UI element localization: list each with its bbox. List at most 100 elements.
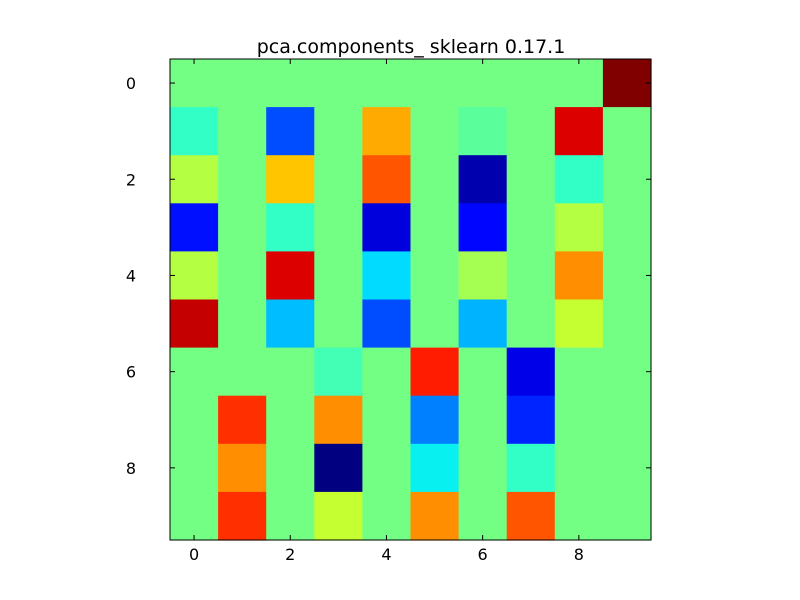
x-tick-label: 4 xyxy=(381,545,391,564)
heatmap-cell xyxy=(314,203,363,252)
x-tick-label: 8 xyxy=(574,545,584,564)
heatmap-cell xyxy=(410,59,460,108)
heatmap-cell xyxy=(218,443,267,493)
heatmap-cell xyxy=(410,299,460,349)
heatmap-cell xyxy=(266,155,315,204)
heatmap-cell xyxy=(362,251,412,301)
heatmap-cell xyxy=(314,107,363,156)
heatmap-cell xyxy=(458,347,508,397)
heatmap-cell xyxy=(458,251,508,301)
heatmap-cell xyxy=(554,59,604,108)
heatmap-cell xyxy=(314,395,363,445)
heatmap-cell xyxy=(362,347,412,397)
chart-title: pca.components_ sklearn 0.17.1 xyxy=(257,36,566,58)
heatmap-cell xyxy=(506,155,556,204)
heatmap-cell xyxy=(458,203,508,252)
heatmap-cell xyxy=(506,491,556,541)
heatmap-cell xyxy=(506,107,556,156)
heatmap-cell xyxy=(362,443,412,493)
heatmap-cell xyxy=(266,203,315,252)
heatmap-cell xyxy=(218,395,267,445)
heatmap-cell xyxy=(554,395,604,445)
heatmap-cell xyxy=(266,299,315,349)
heatmap-cell xyxy=(266,491,315,541)
heatmap-cell xyxy=(266,395,315,445)
heatmap-cell xyxy=(314,59,363,108)
heatmap-cell xyxy=(170,251,219,301)
heatmap-cell xyxy=(554,155,604,204)
heatmap-cell xyxy=(602,395,652,445)
heatmap-cells xyxy=(170,59,652,541)
heatmap-cell xyxy=(362,155,412,204)
heatmap-cell xyxy=(554,107,604,156)
heatmap-cell xyxy=(410,395,460,445)
heatmap-cell xyxy=(602,155,652,204)
y-tick-label: 2 xyxy=(126,170,136,189)
heatmap-cell xyxy=(218,491,267,541)
heatmap-cell xyxy=(410,107,460,156)
y-tick-label: 4 xyxy=(126,266,136,285)
heatmap-cell xyxy=(602,107,652,156)
heatmap-cell xyxy=(458,107,508,156)
heatmap-cell xyxy=(362,299,412,349)
heatmap-cell xyxy=(506,203,556,252)
heatmap-cell xyxy=(602,347,652,397)
heatmap-cell xyxy=(554,347,604,397)
heatmap-cell xyxy=(506,443,556,493)
heatmap-cell xyxy=(314,347,363,397)
x-tick-label: 6 xyxy=(478,545,488,564)
heatmap-cell xyxy=(410,491,460,541)
heatmap-cell xyxy=(266,251,315,301)
heatmap-cell xyxy=(554,251,604,301)
axis-ticks: 0 2 4 6 8 0 2 4 6 8 xyxy=(126,59,651,564)
heatmap-cell xyxy=(266,59,315,108)
heatmap-cell xyxy=(458,299,508,349)
heatmap-cell xyxy=(506,59,556,108)
heatmap-cell xyxy=(410,251,460,301)
heatmap-cell xyxy=(602,59,652,108)
heatmap-cell xyxy=(218,155,267,204)
heatmap-cell xyxy=(170,347,219,397)
y-tick-label: 0 xyxy=(126,74,136,93)
heatmap-cell xyxy=(506,395,556,445)
heatmap-cell xyxy=(314,155,363,204)
heatmap-cell xyxy=(602,299,652,349)
heatmap-cell xyxy=(602,491,652,541)
heatmap-cell xyxy=(554,443,604,493)
heatmap-cell xyxy=(218,347,267,397)
heatmap-cell xyxy=(362,59,412,108)
heatmap-cell xyxy=(410,347,460,397)
heatmap-cell xyxy=(410,203,460,252)
heatmap-cell xyxy=(170,203,219,252)
heatmap-cell xyxy=(410,443,460,493)
heatmap-cell xyxy=(266,443,315,493)
heatmap-cell xyxy=(554,299,604,349)
y-tick-label: 8 xyxy=(126,459,136,478)
heatmap-cell xyxy=(218,299,267,349)
heatmap-cell xyxy=(458,491,508,541)
heatmap-cell xyxy=(602,443,652,493)
heatmap-cell xyxy=(218,59,267,108)
heatmap-cell xyxy=(266,347,315,397)
heatmap-cell xyxy=(218,107,267,156)
heatmap-cell xyxy=(458,443,508,493)
x-tick-label: 0 xyxy=(189,545,199,564)
heatmap-cell xyxy=(170,395,219,445)
heatmap-cell xyxy=(314,491,363,541)
heatmap-cell xyxy=(602,203,652,252)
heatmap-cell xyxy=(554,491,604,541)
heatmap-cell xyxy=(314,299,363,349)
heatmap-cell xyxy=(170,107,219,156)
heatmap-cell xyxy=(170,155,219,204)
heatmap-cell xyxy=(218,203,267,252)
heatmap-cell xyxy=(602,251,652,301)
heatmap-cell xyxy=(362,395,412,445)
y-tick-label: 6 xyxy=(126,363,136,382)
plot-frame xyxy=(169,58,652,541)
heatmap-cell xyxy=(218,251,267,301)
heatmap-cell xyxy=(458,155,508,204)
heatmap-cell xyxy=(362,107,412,156)
heatmap-cell xyxy=(554,203,604,252)
heatmap-cell xyxy=(410,155,460,204)
x-tick-label: 2 xyxy=(285,545,295,564)
